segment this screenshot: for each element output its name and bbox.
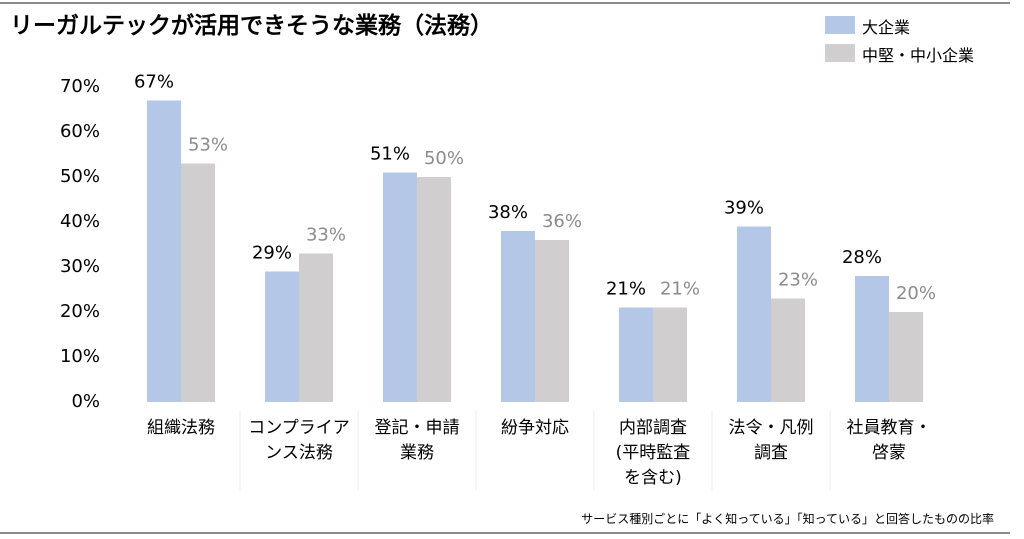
value-label: 29% xyxy=(252,243,292,264)
y-tick-label: 30% xyxy=(60,256,100,277)
x-tick-label: 登記・申請 業務 xyxy=(374,418,460,463)
value-label: 39% xyxy=(724,198,764,219)
value-label: 36% xyxy=(542,211,582,232)
legend-swatch xyxy=(825,44,855,62)
bar xyxy=(501,231,535,402)
y-tick-label: 20% xyxy=(60,301,100,322)
legend-label: 中堅・中小企業 xyxy=(862,46,975,65)
y-tick-label: 70% xyxy=(60,76,100,97)
bar xyxy=(417,177,451,402)
x-tick-label: 社員教育・ 啓蒙 xyxy=(846,418,932,463)
bar xyxy=(737,226,771,402)
chart-title: リーガルテックが活用できそうな業務（法務） xyxy=(10,13,493,39)
legend-swatch xyxy=(825,16,855,34)
value-label: 20% xyxy=(896,283,936,304)
value-label: 21% xyxy=(606,279,646,300)
value-label: 53% xyxy=(188,135,228,156)
x-tick-label: 内部調査 (平時監査 を含む) xyxy=(615,418,691,488)
legend-label: 大企業 xyxy=(862,18,911,37)
value-label: 51% xyxy=(370,144,410,165)
bar xyxy=(299,253,333,402)
bar xyxy=(383,172,417,402)
value-label: 21% xyxy=(660,279,700,300)
value-label: 38% xyxy=(488,202,528,223)
x-tick-label: 紛争対応 xyxy=(501,418,569,438)
value-label: 23% xyxy=(778,270,818,291)
y-tick-label: 0% xyxy=(71,391,100,412)
value-label: 67% xyxy=(134,72,174,93)
bar xyxy=(889,312,923,402)
y-tick-label: 60% xyxy=(60,121,100,142)
bar xyxy=(181,163,215,402)
bar xyxy=(147,100,181,402)
bar xyxy=(535,240,569,402)
value-label: 28% xyxy=(842,247,882,268)
x-tick-label: コンプライア ンス法務 xyxy=(248,418,350,463)
bar xyxy=(855,276,889,402)
y-tick-label: 10% xyxy=(60,346,100,367)
bar xyxy=(653,307,687,402)
bar xyxy=(771,298,805,402)
x-tick-label: 法令・凡例 調査 xyxy=(728,418,814,463)
value-label: 33% xyxy=(306,225,346,246)
footnote: サービス種別ごとに「よく知っている」「知っている」と回答したものの比率 xyxy=(581,512,994,526)
x-tick-label: 組織法務 xyxy=(147,418,215,438)
y-tick-label: 40% xyxy=(60,211,100,232)
bar xyxy=(619,307,653,402)
value-label: 50% xyxy=(424,148,464,169)
bar xyxy=(265,271,299,402)
y-tick-label: 50% xyxy=(60,166,100,187)
